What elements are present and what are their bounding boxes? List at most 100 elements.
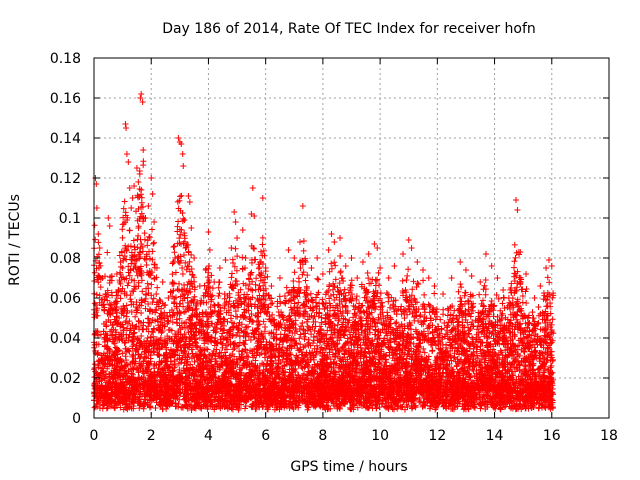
data-point — [479, 297, 486, 304]
data-point — [259, 195, 266, 201]
data-point — [138, 333, 145, 340]
data-point — [297, 239, 303, 245]
data-point — [96, 245, 103, 251]
chart-title: Day 186 of 2014, Rate Of TEC Index for r… — [162, 21, 536, 37]
data-point — [234, 253, 241, 260]
data-point — [251, 213, 258, 219]
data-point — [145, 323, 152, 330]
data-point — [184, 294, 191, 301]
data-point — [179, 151, 186, 157]
data-point — [328, 231, 335, 237]
data-point — [299, 203, 306, 209]
data-point — [377, 265, 384, 271]
data-points — [91, 91, 557, 413]
data-point — [202, 267, 209, 273]
data-point — [91, 222, 98, 229]
data-point — [400, 251, 406, 257]
data-point — [431, 283, 438, 289]
data-point — [176, 235, 183, 242]
data-point — [371, 241, 378, 247]
data-point — [314, 255, 321, 261]
data-point — [385, 275, 392, 281]
data-point — [440, 291, 447, 297]
data-point — [119, 234, 126, 241]
data-point — [180, 163, 187, 169]
data-point — [548, 263, 555, 269]
data-point — [249, 185, 256, 191]
data-point — [425, 275, 432, 281]
data-point — [374, 245, 381, 251]
data-point — [186, 199, 193, 205]
data-point — [308, 265, 315, 271]
data-point — [490, 313, 497, 320]
data-point — [182, 245, 189, 251]
data-point — [276, 275, 283, 281]
data-point — [128, 205, 135, 211]
data-point — [140, 147, 147, 153]
data-point — [181, 217, 188, 224]
data-point — [233, 278, 240, 285]
data-point — [95, 239, 102, 246]
data-point — [93, 205, 100, 211]
data-point — [143, 262, 150, 269]
data-point — [256, 282, 263, 289]
data-point — [431, 290, 438, 297]
data-point — [342, 263, 349, 269]
data-point — [350, 314, 357, 321]
data-point — [537, 283, 544, 289]
data-point — [543, 265, 550, 271]
data-point — [175, 135, 182, 141]
data-point — [92, 236, 99, 243]
data-point — [514, 207, 521, 213]
data-point — [348, 277, 355, 284]
data-point — [228, 245, 235, 251]
data-point — [239, 254, 246, 261]
data-point — [106, 223, 113, 229]
data-point — [325, 287, 332, 294]
data-point — [405, 237, 412, 243]
data-point — [457, 259, 464, 265]
data-point — [493, 291, 500, 298]
data-point — [141, 230, 148, 237]
data-point — [354, 404, 361, 411]
data-point — [159, 279, 166, 285]
data-point — [206, 263, 213, 270]
data-point — [125, 279, 132, 286]
data-point — [123, 151, 130, 157]
data-point — [126, 185, 133, 191]
data-point — [245, 354, 252, 361]
data-point — [549, 316, 556, 323]
data-point — [494, 275, 501, 281]
data-point — [291, 255, 298, 261]
data-point — [545, 257, 552, 263]
data-point — [359, 259, 366, 265]
data-point — [331, 239, 338, 245]
data-point — [130, 237, 137, 244]
data-point — [98, 331, 105, 338]
data-point — [513, 197, 520, 203]
data-point — [314, 275, 321, 282]
data-point — [138, 91, 145, 97]
data-point — [131, 183, 138, 189]
data-point — [178, 141, 185, 147]
data-point — [519, 299, 526, 306]
data-point — [482, 277, 489, 284]
data-point — [188, 225, 195, 231]
data-point — [268, 283, 275, 289]
data-point — [391, 263, 398, 269]
data-point — [535, 304, 542, 311]
data-point — [365, 251, 372, 257]
data-point — [91, 269, 98, 276]
data-point — [135, 179, 142, 185]
data-point — [337, 252, 344, 259]
data-point — [122, 121, 129, 127]
data-point — [468, 273, 475, 279]
data-point — [325, 247, 332, 253]
data-point — [291, 300, 298, 307]
data-point — [337, 235, 344, 241]
data-point — [191, 293, 198, 300]
data-point — [206, 247, 213, 253]
data-point — [239, 227, 246, 233]
data-point — [488, 263, 495, 269]
